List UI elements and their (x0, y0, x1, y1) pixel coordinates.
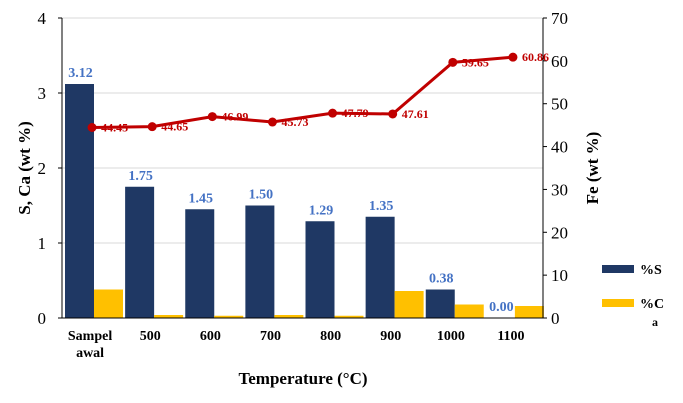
bar-s (365, 216, 395, 318)
bar-label-s: 1.45 (189, 191, 214, 206)
x-tick-label: 700 (260, 329, 281, 344)
y-axis-title: S, Ca (wt %) (15, 121, 34, 215)
bar-s (305, 221, 335, 318)
x-tick-label: 500 (140, 329, 161, 344)
bar-ca (274, 315, 304, 318)
bar-s (65, 84, 94, 318)
bar-label-s: 0.38 (429, 272, 454, 287)
x-tick-label: 1100 (497, 329, 524, 344)
fe-label: 44.65 (161, 120, 188, 134)
bar-label-s: 3.12 (68, 66, 93, 81)
bar-ca (454, 304, 484, 318)
y2-tick-label: 10 (551, 266, 568, 285)
fe-point (87, 123, 97, 132)
fe-label: 60.86 (522, 50, 549, 64)
legend-label-s: %S (640, 263, 662, 278)
bar-label-s: 1.29 (309, 203, 334, 218)
bar-label-s: 1.75 (128, 169, 153, 184)
y-tick-label: 3 (38, 84, 47, 103)
fe-label: 44.45 (101, 121, 128, 135)
fe-label: 45.73 (281, 115, 308, 129)
x-tick-label: awal (76, 346, 104, 361)
y2-tick-label: 40 (551, 138, 568, 157)
fe-point (147, 122, 157, 132)
fe-line-path (92, 55, 514, 129)
x-tick-label: Sampel (68, 329, 112, 344)
y2-tick-label: 30 (551, 180, 568, 199)
fe-point (328, 108, 338, 118)
bar-s (125, 186, 155, 318)
bar-ca (334, 315, 364, 318)
gridlines (62, 17, 543, 244)
y2-tick-label: 0 (551, 309, 560, 328)
legend-swatch-s (602, 265, 634, 273)
fe-point (267, 117, 277, 127)
bar-ca (514, 306, 544, 318)
bar-ca (94, 289, 123, 318)
bar-label-s: 1.35 (369, 199, 394, 214)
y-tick-label: 2 (38, 159, 47, 178)
y2-tick-label: 70 (551, 9, 568, 28)
x-tick-label: 1000 (437, 329, 465, 344)
legend-label-ca-line2: a (652, 315, 658, 329)
legend-swatch-ca (602, 299, 634, 307)
bar-s (245, 205, 275, 318)
bar-label-s: 0.00 (489, 300, 514, 315)
y2-tick-label: 20 (551, 223, 568, 242)
x-tick-label: 800 (320, 329, 341, 344)
fe-point (448, 57, 458, 67)
bar-label-s: 1.50 (249, 188, 274, 203)
bar-s (185, 209, 215, 318)
fe-point (388, 109, 398, 119)
y-tick-label: 4 (38, 9, 47, 28)
bar-ca (214, 315, 244, 318)
legend: %S %C a (602, 263, 664, 329)
y2-axis-title: Fe (wt %) (583, 132, 602, 205)
data-labels: 3.12 1.75 1.45 1.50 1.29 1.35 0.38 0.00 44.45 44.… (68, 50, 549, 315)
y-tick-label: 1 (38, 234, 47, 253)
fe-label: 59.65 (462, 55, 489, 69)
fe-label: 47.61 (402, 107, 429, 121)
fe-line (87, 52, 518, 132)
bar-s (425, 289, 455, 318)
x-axis-title: Temperature (°C) (238, 369, 367, 388)
fe-label: 46.99 (221, 110, 248, 124)
bar-ca (154, 315, 184, 318)
y-tick-label: 0 (38, 309, 47, 328)
x-tick-label: 600 (200, 329, 221, 344)
y2-tick-label: 50 (551, 95, 568, 114)
bar-ca (394, 291, 424, 318)
y2-tick-label: 60 (551, 52, 568, 71)
x-tick-label: 900 (380, 329, 401, 344)
fe-point (508, 52, 518, 62)
fe-label: 47.79 (342, 106, 369, 120)
fe-point (207, 112, 217, 122)
bars (65, 84, 544, 318)
legend-label-ca-line1: %C (640, 297, 664, 312)
